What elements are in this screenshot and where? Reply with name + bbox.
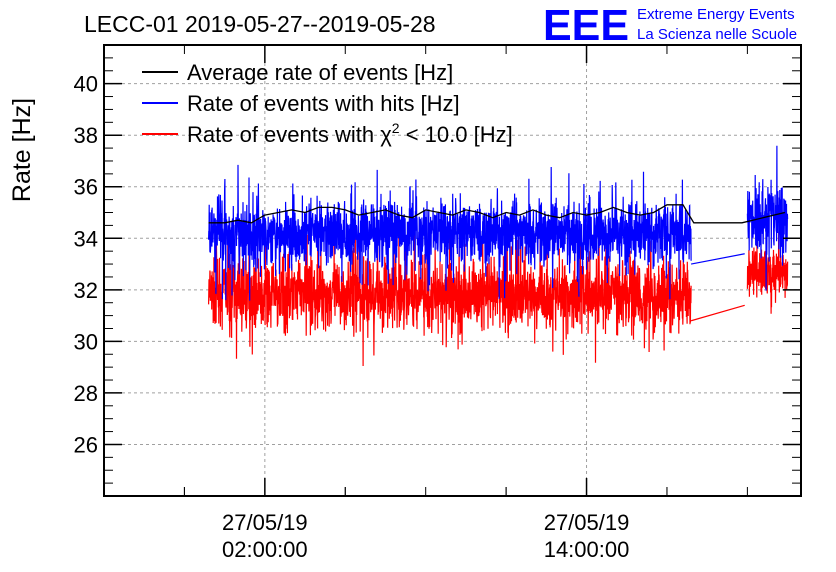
y-tick-labels: 26 28 30 32 34 36 38 40 [74,72,98,458]
eee-logo-line2: La Scienza nelle Scuole [637,26,797,43]
y-tick-label: 28 [74,381,98,406]
y-tick-label: 40 [74,72,98,97]
series-line-segment [208,222,692,367]
legend-label-average: Average rate of events [Hz] [187,60,453,85]
series-gap-line [690,253,745,265]
series-gap-line [690,304,745,322]
series-line-segment [746,231,789,314]
y-tick-label: 38 [74,123,98,148]
chart-title: LECC-01 2019-05-27--2019-05-28 [84,11,436,37]
series-layer [208,145,789,367]
plot-frame [103,44,802,497]
y-tick-label: 30 [74,329,98,354]
series-1 [208,145,789,301]
y-tick-label: 26 [74,432,98,457]
eee-logo-mark: EEE [543,1,629,50]
x-tick-date: 27/05/19 [222,510,308,535]
series-line-segment [746,145,789,291]
series-2 [208,222,789,367]
series-line-segment [208,164,692,301]
series-0 [208,204,786,224]
series-line [208,204,786,224]
legend-label-hits: Rate of events with hits [Hz] [187,91,460,116]
y-axis-label: Rate [Hz] [8,98,36,202]
y-tick-label: 32 [74,278,98,303]
eee-logo-line1: Extreme Energy Events [637,6,795,23]
axis-ticks [103,44,801,496]
eee-logo: EEE Extreme Energy Events La Scienza nel… [543,1,797,50]
legend: Average rate of events [Hz] Rate of even… [142,60,513,147]
y-tick-label: 36 [74,175,98,200]
x-tick-date: 27/05/19 [544,510,630,535]
legend-label-chi2: Rate of events with χ2 < 10.0 [Hz] [187,120,513,147]
x-tick-time: 02:00:00 [222,537,308,562]
x-tick-time: 14:00:00 [544,537,630,562]
y-tick-label: 34 [74,226,98,251]
